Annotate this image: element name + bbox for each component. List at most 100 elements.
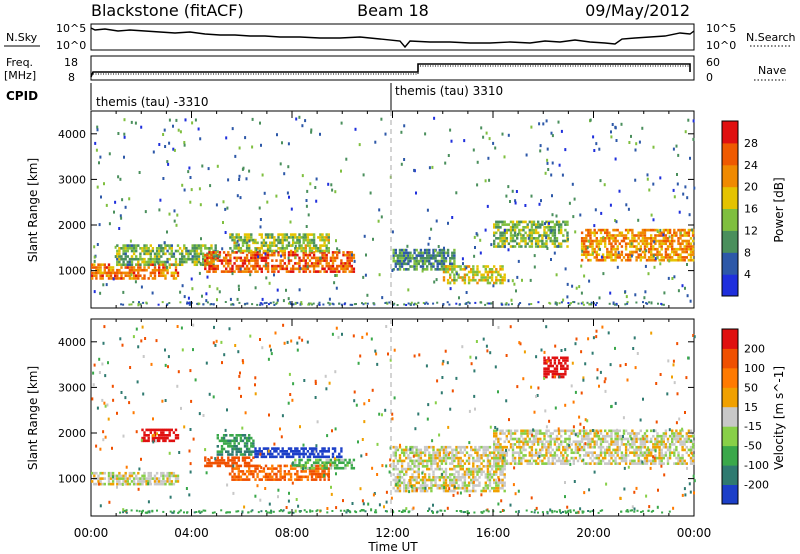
echo-cell	[258, 256, 261, 260]
echo-cell	[245, 247, 249, 250]
echo-cell	[526, 459, 529, 463]
echo-cell	[614, 429, 617, 433]
echo-cell	[153, 266, 157, 269]
echo-cell	[505, 454, 508, 457]
echo-cell	[555, 237, 559, 240]
echo-cell	[451, 251, 454, 255]
echo-cell	[612, 459, 615, 463]
echo-cell	[409, 478, 412, 482]
echo-cell	[336, 256, 339, 260]
echo-cell	[304, 119, 307, 123]
echo-cell	[421, 262, 425, 266]
echo-cell	[549, 454, 552, 457]
echo-cell	[488, 302, 491, 305]
echo-cell	[262, 447, 266, 450]
echo-cell	[616, 462, 619, 465]
echo-cell	[413, 462, 416, 465]
echo-cell	[479, 251, 482, 255]
echo-cell	[591, 231, 594, 235]
echo-cell	[421, 476, 425, 479]
echo-cell	[435, 219, 438, 223]
echo-cell	[208, 256, 211, 260]
echo-cell	[417, 301, 420, 304]
echo-cell	[511, 228, 515, 232]
echo-cell	[124, 471, 127, 475]
echo-cell	[336, 455, 339, 459]
echo-cell	[206, 256, 209, 260]
echo-cell	[650, 451, 653, 455]
echo-cell	[310, 262, 314, 265]
echo-cell	[317, 236, 320, 239]
echo-cell	[208, 267, 211, 271]
echo-cell	[231, 467, 234, 470]
echo-cell	[622, 456, 626, 460]
echo-cell	[279, 464, 282, 468]
echo-cell	[323, 455, 326, 459]
echo-cell	[675, 247, 678, 251]
echo-cell	[251, 303, 254, 306]
echo-cell	[503, 454, 506, 457]
echo-cell	[342, 264, 345, 268]
echo-cell	[685, 462, 688, 465]
echo-cell	[423, 481, 427, 485]
echo-cell	[446, 251, 450, 255]
echo-cell	[400, 259, 404, 263]
echo-cell	[271, 447, 274, 450]
echo-cell	[574, 443, 578, 446]
echo-cell	[323, 256, 326, 260]
echo-cell	[478, 454, 481, 457]
echo-cell	[528, 220, 531, 224]
echo-cell	[344, 466, 347, 470]
echo-cell	[499, 239, 502, 243]
echo-cell	[691, 445, 695, 449]
echo-cell	[691, 440, 695, 444]
echo-cell	[645, 434, 649, 438]
echo-cell	[294, 262, 297, 265]
echo-cell	[645, 437, 649, 441]
echo-cell	[449, 484, 452, 487]
echo-cell	[413, 486, 416, 490]
echo-cell	[224, 231, 227, 234]
echo-cell	[323, 251, 326, 254]
echo-cell	[507, 440, 511, 444]
echo-cell	[252, 442, 255, 445]
echo-cell	[325, 472, 328, 476]
echo-cell	[130, 247, 134, 250]
echo-cell	[283, 247, 286, 250]
echo-cell	[321, 244, 324, 247]
echo-cell	[235, 467, 238, 470]
echo-cell	[624, 448, 628, 452]
echo-cell	[663, 291, 666, 295]
echo-cell	[143, 436, 146, 440]
echo-cell	[662, 242, 665, 246]
echo-cell	[497, 489, 500, 493]
echo-cell	[232, 303, 235, 306]
echo-cell	[482, 486, 485, 490]
echo-cell	[436, 467, 439, 471]
echo-cell	[336, 458, 339, 462]
echo-cell	[266, 251, 270, 254]
echo-cell	[673, 451, 676, 455]
echo-cell	[457, 459, 460, 463]
echo-cell	[633, 459, 636, 463]
echo-cell	[580, 245, 584, 248]
echo-cell	[319, 251, 322, 254]
echo-cell	[130, 474, 134, 478]
echo-cell	[503, 489, 506, 493]
echo-cell	[614, 456, 617, 460]
echo-cell	[210, 461, 213, 465]
echo-cell	[231, 453, 234, 456]
echo-cell	[162, 434, 165, 437]
echo-cell	[463, 268, 467, 271]
echo-cell	[162, 439, 165, 443]
echo-cell	[497, 445, 500, 449]
echo-cell	[614, 250, 617, 254]
echo-cell	[624, 237, 628, 240]
echo-cell	[241, 241, 245, 245]
echo-cell	[637, 242, 640, 246]
echo-cell	[312, 302, 315, 305]
echo-cell	[618, 462, 621, 465]
echo-cell	[308, 259, 312, 262]
echo-cell	[608, 253, 611, 257]
echo-cell	[635, 245, 638, 248]
